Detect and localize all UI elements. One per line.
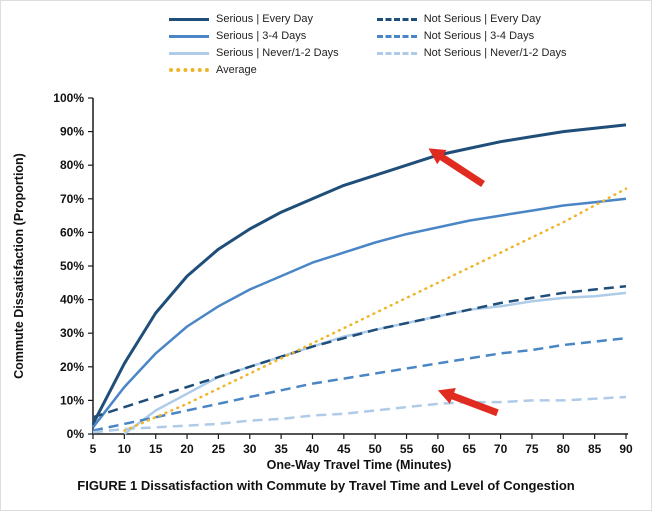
legend-item: Serious | Every Day: [169, 13, 339, 25]
legend-label: Not Serious | Every Day: [423, 13, 541, 25]
legend-swatch-solid: [169, 17, 209, 21]
series-line-1: [92, 197, 627, 429]
y-tick-label: 50%: [60, 259, 84, 273]
legend-label: Serious | Every Day: [216, 13, 314, 25]
legend-swatch-dotted: [169, 68, 209, 72]
y-tick-label: 70%: [60, 192, 84, 206]
legend-item: Not Serious | 3-4 Days: [376, 30, 567, 42]
legend-item: Average: [169, 64, 339, 76]
legend-item: Not Serious | Never/1-2 Days: [376, 47, 567, 59]
y-tick-label: 30%: [60, 326, 84, 340]
x-tick-label: 75: [525, 442, 539, 456]
series-line-4: [92, 336, 627, 432]
x-tick-label: 25: [212, 442, 226, 456]
legend-label: Average: [216, 64, 257, 76]
y-tick-label: 40%: [60, 293, 84, 307]
legend-swatch-solid: [169, 34, 209, 38]
chart-legend: Serious | Every Day Not Serious | Every D…: [169, 13, 567, 76]
series-line-6: [123, 187, 628, 432]
x-tick-label: 30: [243, 442, 257, 456]
x-tick-label: 85: [588, 442, 602, 456]
legend-label: Serious | Never/1-2 Days: [216, 47, 339, 59]
legend-item: Serious | 3-4 Days: [169, 30, 339, 42]
y-tick-label: 60%: [60, 225, 84, 239]
y-tick-label: 0%: [67, 427, 85, 441]
y-tick-label: 90%: [60, 125, 84, 139]
axis-lines: [92, 98, 628, 435]
y-tick-label: 10%: [60, 393, 84, 407]
legend-swatch-dashed: [376, 17, 417, 21]
x-tick-label: 10: [118, 442, 132, 456]
annotation-arrow-head-1: [437, 388, 456, 404]
y-tick-label: 20%: [60, 360, 84, 374]
x-tick-label: 80: [557, 442, 571, 456]
legend-label: Serious | 3-4 Days: [216, 30, 307, 42]
legend-swatch-dashed: [376, 51, 417, 55]
figure-caption: FIGURE 1 Dissatisfaction with Commute by…: [77, 478, 575, 493]
chart-plot: 5 10 15 20 25 30 35 40 45 50 55 60 65 70 75 80 85 90 0% 10%…: [53, 91, 633, 456]
x-tick-label: 40: [306, 442, 320, 456]
x-tick-label: 5: [90, 442, 97, 456]
x-tick-label: 15: [149, 442, 163, 456]
y-tick-label: 100%: [53, 91, 84, 105]
legend-item: Not Serious | Every Day: [376, 13, 567, 25]
chart-canvas: 5 10 15 20 25 30 35 40 45 50 55 60 65 70 75 80 85 90 0% 10%…: [12, 91, 633, 472]
x-tick-label: 50: [368, 442, 382, 456]
annotation-arrow-shaft-1: [447, 391, 499, 417]
x-axis-label: One-Way Travel Time (Minutes): [267, 458, 452, 472]
annotation-arrow-head-0: [428, 148, 447, 165]
x-tick-label: 90: [619, 442, 633, 456]
y-tick-label: 80%: [60, 158, 84, 172]
series-line-3: [92, 284, 627, 419]
legend-label: Not Serious | Never/1-2 Days: [423, 47, 567, 59]
series-line-5: [92, 395, 627, 434]
x-tick-label: 55: [400, 442, 414, 456]
x-tick-label: 65: [463, 442, 477, 456]
x-tick-label: 20: [180, 442, 194, 456]
legend-swatch-dashed: [376, 34, 417, 38]
x-tick-label: 70: [494, 442, 508, 456]
x-tick-label: 45: [337, 442, 351, 456]
annotation-arrow-shaft-0: [436, 152, 485, 187]
legend-item: Serious | Never/1-2 Days: [169, 47, 339, 59]
x-tick-label: 35: [274, 442, 288, 456]
x-tick-label: 60: [431, 442, 445, 456]
legend-label: Not Serious | 3-4 Days: [423, 30, 535, 42]
series-line-0: [91, 123, 627, 425]
legend-swatch-solid: [169, 51, 209, 55]
y-axis-label: Commute Dissatisfaction (Proportion): [12, 153, 26, 379]
